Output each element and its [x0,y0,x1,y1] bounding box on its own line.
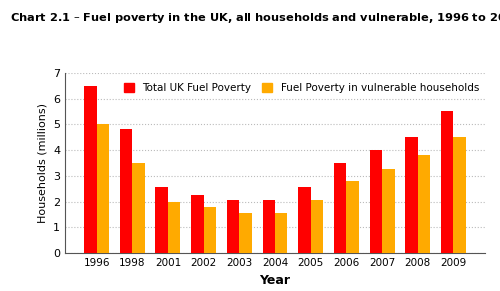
Bar [382,169,394,253]
Bar [84,86,96,253]
Bar [334,163,346,253]
Y-axis label: Households (millions): Households (millions) [38,103,48,223]
Bar [96,124,109,253]
Bar [240,213,252,253]
Bar [168,202,180,253]
Bar [132,163,145,253]
Legend: Total UK Fuel Poverty, Fuel Poverty in vulnerable households: Total UK Fuel Poverty, Fuel Poverty in v… [120,80,482,96]
Bar [298,187,310,253]
Bar [275,213,287,253]
Bar [120,129,132,253]
Bar [418,155,430,253]
X-axis label: Year: Year [260,274,290,287]
Bar [204,207,216,253]
Bar [262,200,275,253]
Bar [227,200,239,253]
Bar [454,137,466,253]
Bar [346,181,359,253]
Bar [370,150,382,253]
Bar [310,200,323,253]
Text: Chart 2.1 – Fuel poverty in the UK, all households and vulnerable, 1996 to 2009$: Chart 2.1 – Fuel poverty in the UK, all … [10,9,500,27]
Bar [441,111,454,253]
Bar [191,195,203,253]
Bar [156,187,168,253]
Bar [405,137,417,253]
